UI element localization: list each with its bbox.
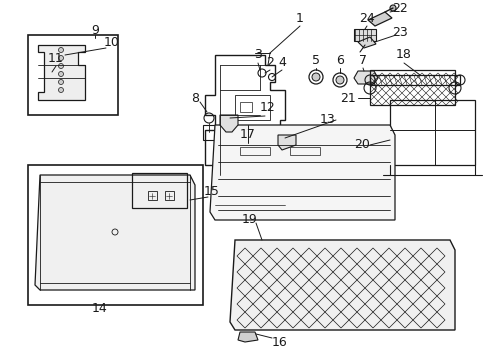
Circle shape bbox=[311, 73, 319, 81]
Bar bbox=[148, 191, 157, 200]
Text: 12: 12 bbox=[260, 102, 275, 114]
Circle shape bbox=[59, 55, 63, 60]
Text: 1: 1 bbox=[295, 12, 304, 24]
Text: 24: 24 bbox=[358, 12, 374, 24]
Bar bbox=[389, 100, 474, 165]
Bar bbox=[369, 70, 454, 105]
Text: 17: 17 bbox=[240, 129, 255, 141]
Text: 16: 16 bbox=[271, 336, 287, 348]
Circle shape bbox=[59, 63, 63, 68]
Text: 19: 19 bbox=[242, 213, 257, 226]
Polygon shape bbox=[278, 135, 295, 150]
Bar bbox=[132, 173, 186, 208]
Text: 8: 8 bbox=[191, 91, 199, 104]
Circle shape bbox=[59, 80, 63, 85]
Text: 3: 3 bbox=[254, 49, 262, 62]
Circle shape bbox=[59, 87, 63, 93]
Text: 11: 11 bbox=[48, 51, 64, 64]
Text: 7: 7 bbox=[358, 54, 366, 67]
Circle shape bbox=[335, 76, 343, 84]
Polygon shape bbox=[367, 12, 391, 26]
Bar bbox=[28, 165, 203, 305]
Bar bbox=[240, 147, 269, 155]
Bar bbox=[164, 191, 174, 200]
Circle shape bbox=[59, 48, 63, 53]
Text: 10: 10 bbox=[104, 36, 120, 49]
Polygon shape bbox=[220, 115, 238, 132]
Polygon shape bbox=[229, 240, 454, 330]
Polygon shape bbox=[357, 37, 375, 48]
Text: 13: 13 bbox=[320, 113, 335, 126]
Bar bbox=[235, 95, 269, 120]
Text: 20: 20 bbox=[353, 139, 369, 152]
Text: 23: 23 bbox=[391, 26, 407, 39]
Polygon shape bbox=[353, 71, 377, 84]
Text: 2: 2 bbox=[265, 55, 273, 68]
Polygon shape bbox=[38, 45, 85, 100]
Bar bbox=[240, 102, 251, 112]
Text: 15: 15 bbox=[203, 185, 220, 198]
Polygon shape bbox=[238, 332, 258, 342]
Circle shape bbox=[59, 72, 63, 77]
Text: 4: 4 bbox=[278, 55, 285, 68]
Bar bbox=[289, 147, 319, 155]
Polygon shape bbox=[35, 175, 195, 290]
Text: 22: 22 bbox=[391, 1, 407, 14]
Bar bbox=[353, 29, 375, 41]
Text: 9: 9 bbox=[91, 23, 99, 36]
Text: 21: 21 bbox=[340, 91, 355, 104]
Text: 6: 6 bbox=[335, 54, 343, 67]
Text: 5: 5 bbox=[311, 54, 319, 67]
Circle shape bbox=[389, 5, 395, 11]
Text: 18: 18 bbox=[395, 49, 411, 62]
Polygon shape bbox=[209, 125, 394, 220]
Bar bbox=[28, 35, 118, 115]
Text: 14: 14 bbox=[92, 301, 108, 315]
